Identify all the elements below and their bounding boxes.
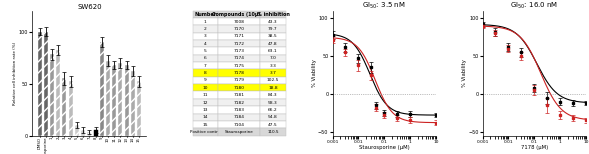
Y-axis label: Relative cell inhibition rate (%): Relative cell inhibition rate (%) bbox=[14, 42, 18, 105]
Bar bbox=[118, 63, 123, 136]
Bar bbox=[69, 81, 72, 136]
Bar bbox=[125, 65, 128, 136]
Bar bbox=[50, 55, 54, 136]
Bar bbox=[137, 81, 141, 136]
Title: SW620: SW620 bbox=[77, 4, 102, 10]
Title: GI$_{50}$: 16.0 nM: GI$_{50}$: 16.0 nM bbox=[510, 1, 558, 11]
Y-axis label: % Viability: % Viability bbox=[462, 59, 466, 87]
Bar bbox=[100, 42, 104, 136]
X-axis label: Staurosporine (μM): Staurosporine (μM) bbox=[359, 145, 409, 150]
Bar bbox=[112, 65, 116, 136]
Bar bbox=[94, 130, 98, 136]
Bar bbox=[87, 132, 91, 136]
Bar bbox=[62, 78, 67, 136]
Title: GI$_{50}$: 3.5 nM: GI$_{50}$: 3.5 nM bbox=[362, 1, 406, 11]
Y-axis label: % Viability: % Viability bbox=[312, 59, 316, 87]
Bar bbox=[131, 71, 135, 136]
X-axis label: 7178 (μM): 7178 (μM) bbox=[521, 145, 548, 150]
Bar bbox=[81, 130, 85, 136]
Bar bbox=[38, 32, 42, 136]
Bar bbox=[75, 125, 79, 136]
Bar bbox=[56, 50, 60, 136]
Bar bbox=[44, 32, 48, 136]
Bar bbox=[106, 61, 110, 136]
